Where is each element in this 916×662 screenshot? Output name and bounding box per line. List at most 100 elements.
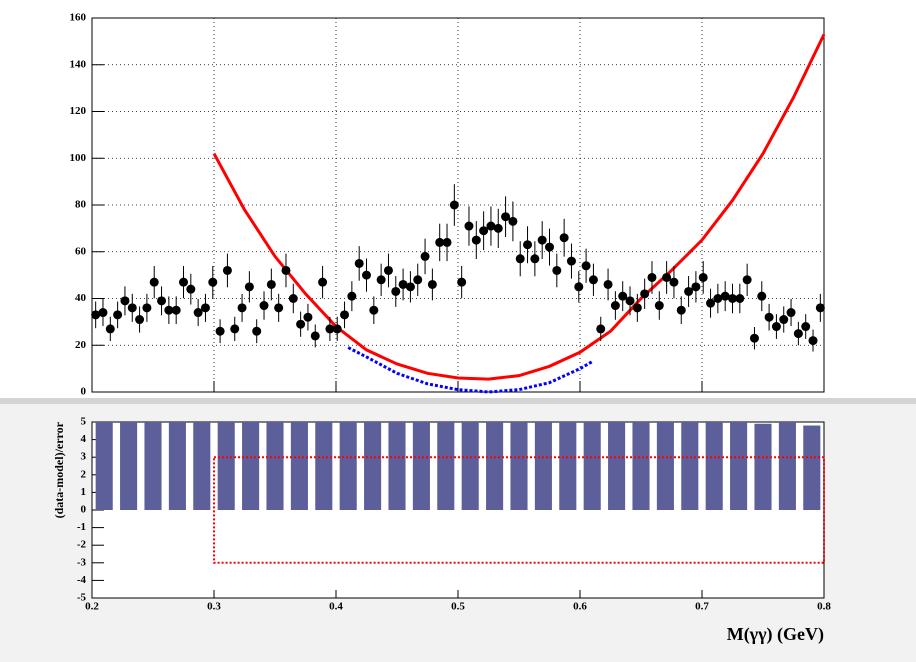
data-point [698,272,708,282]
y-tick-label: 4 [81,433,87,445]
data-point [288,294,298,303]
data-point [347,291,357,301]
data-point [457,277,467,287]
data-point [369,305,379,315]
y-tick-label: -1 [77,521,86,533]
data-point [493,223,503,233]
data-point [259,301,269,311]
data-point [391,286,401,296]
residual-bar [95,422,113,510]
residual-bar [705,422,723,510]
residual-bar [510,422,528,510]
residual-bar [437,422,455,510]
x-tick-label: 0.5 [451,601,465,613]
data-point [362,270,371,280]
data-point [442,237,452,247]
residual-bar [656,422,674,510]
residual-bar [217,422,235,510]
x-tick-label: 0.8 [817,601,831,613]
y-tick-label: 80 [75,199,87,211]
data-point [296,319,306,329]
data-point [581,261,591,271]
fit-curve [212,33,826,381]
data-point [654,301,664,311]
y-tick-label: 60 [75,245,87,257]
data-point [713,294,723,303]
data-point [208,277,218,287]
y-tick-label: 160 [70,12,87,24]
data-point [435,237,445,247]
data-point [91,310,101,320]
data-point [625,296,635,306]
x-tick-label: 0.6 [573,601,587,613]
data-point [413,275,423,285]
data-point [113,310,123,320]
y-tick-label: 0 [81,386,87,398]
data-point [325,324,335,334]
limit-band [213,456,825,564]
data-point [376,275,386,285]
residual-bar [388,422,406,510]
data-point [515,254,525,264]
residual-bar [803,425,821,510]
data-point [222,265,232,275]
data-point [332,324,342,334]
data-point [728,294,737,303]
data-point [588,275,598,285]
data-point [398,279,408,289]
data-point [274,303,284,313]
data-point [171,305,181,315]
data-point [530,254,540,264]
data-point [200,303,210,313]
residual-bar [608,422,626,510]
data-point [127,303,137,313]
y-tick-label: 2 [81,468,87,480]
y-tick-label: 140 [70,58,87,70]
data-point [647,272,657,282]
data-point [793,329,803,339]
y-tick-label: -4 [77,574,87,586]
data-point [640,289,650,299]
data-point [193,308,203,318]
data-point [676,305,686,315]
data-point [566,256,576,266]
data-point [610,301,620,311]
data-point [764,312,774,322]
y-tick-label: 1 [81,486,87,498]
data-point [252,326,262,336]
data-point [808,336,818,346]
residual-bar [632,422,650,510]
residual-bar [242,422,260,510]
residual-bar [120,422,138,510]
data-point [574,282,584,292]
data-point [815,303,825,313]
data-point [179,277,188,287]
bottom-frame [91,421,825,599]
data-point [105,324,115,334]
data-point [135,315,145,325]
residual-bar [290,422,308,510]
data-point [632,303,642,313]
data-point [164,305,174,315]
x-tick-label: 0.2 [85,601,99,613]
y-tick-label: 0 [81,504,87,516]
data-point [706,298,716,308]
data-point [142,303,152,313]
data-point [771,322,781,332]
residual-bar [364,422,382,510]
data-point [405,282,415,292]
x-tick-label: 0.7 [695,601,709,613]
data-point [340,310,350,320]
data-point [742,275,752,285]
data-point [552,265,562,275]
data-point [801,322,811,332]
y-tick-label: -5 [77,592,87,604]
data-point [310,331,320,341]
data-point [501,212,511,222]
data-point [559,233,569,243]
residual-bar [583,422,601,510]
residual-bar [266,422,284,510]
data-point [691,282,701,292]
y-tick-label: -3 [77,556,87,568]
y-tick-label: 20 [75,339,87,351]
